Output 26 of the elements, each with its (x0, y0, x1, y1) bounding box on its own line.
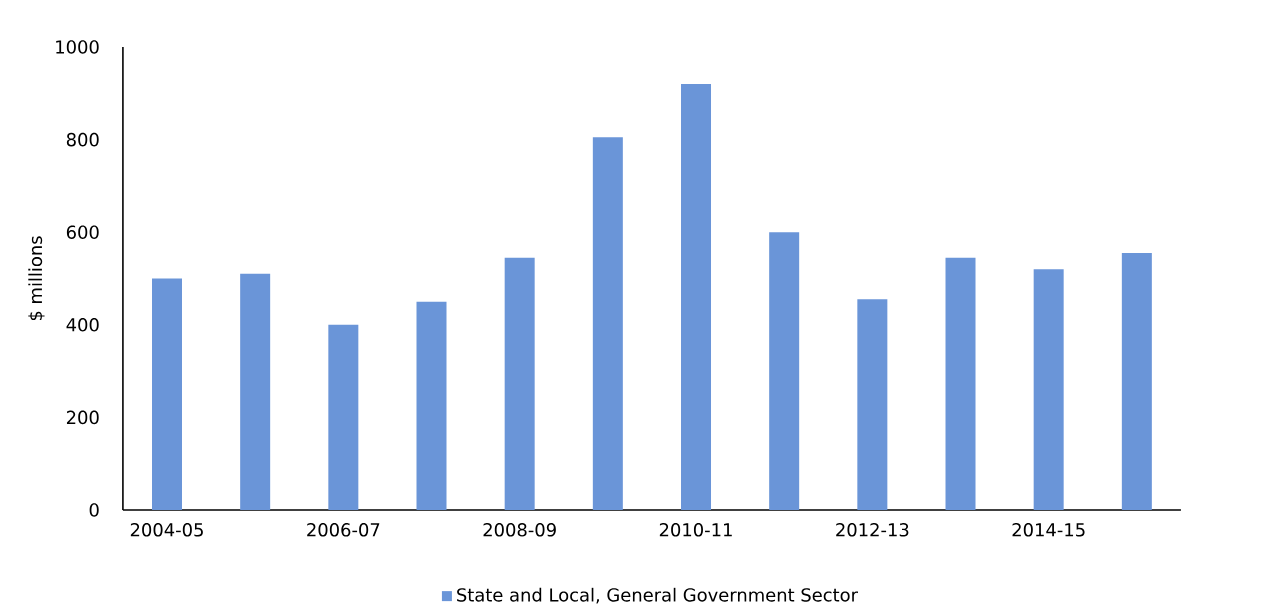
bar (945, 257, 976, 510)
bar (769, 232, 800, 510)
bar (857, 299, 888, 510)
bar (328, 324, 359, 510)
x-tick-label: 2006-07 (307, 523, 380, 537)
x-tick-label: 2008-09 (483, 523, 556, 537)
y-tick-label: 200 (66, 410, 99, 425)
y-axis-title: $ millions (28, 236, 45, 321)
y-tick-label: 400 (66, 318, 99, 332)
bar (416, 301, 447, 510)
y-tick-label: 0 (89, 503, 99, 517)
x-tick-label: 2010-11 (659, 523, 732, 537)
y-tick-label: 1000 (56, 40, 99, 54)
bar (1121, 253, 1152, 510)
x-tick-label: 2014-15 (1012, 523, 1085, 537)
y-tick-label: 800 (66, 132, 99, 147)
y-tick-label: 600 (66, 225, 99, 239)
x-tick-label: 2004-05 (130, 523, 203, 537)
bar (681, 84, 712, 510)
bar (504, 257, 535, 510)
x-tick-label: 2012-13 (836, 523, 909, 537)
bar (152, 278, 182, 510)
bar (1033, 269, 1064, 510)
bar (240, 273, 271, 510)
legend-label: State and Local, General Government Sector (457, 587, 858, 604)
bar (592, 137, 623, 510)
